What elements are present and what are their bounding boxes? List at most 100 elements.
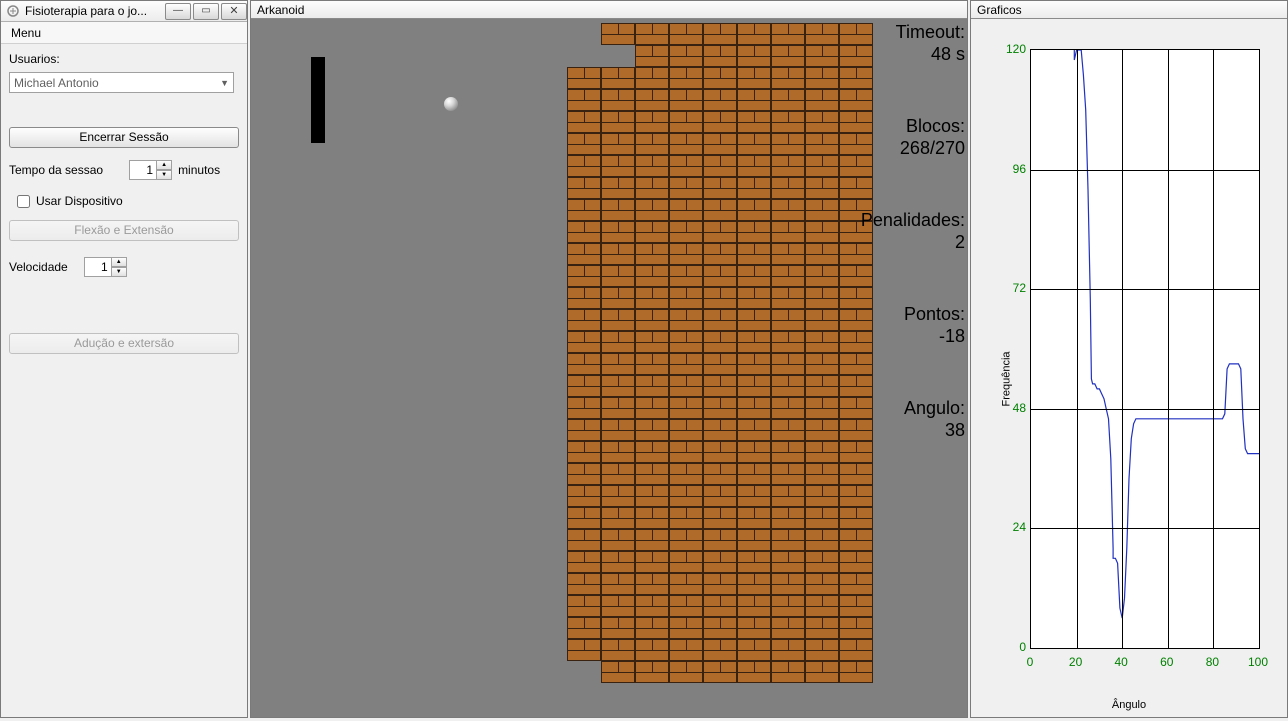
brick xyxy=(737,639,771,661)
brick xyxy=(771,485,805,507)
brick xyxy=(669,111,703,133)
brick xyxy=(771,397,805,419)
brick xyxy=(669,595,703,617)
chevron-down-icon: ▼ xyxy=(220,78,229,88)
brick xyxy=(669,485,703,507)
brick xyxy=(601,287,635,309)
brick xyxy=(601,595,635,617)
game-titlebar[interactable]: Arkanoid xyxy=(251,1,967,19)
maximize-button[interactable]: ▭ xyxy=(193,3,219,20)
brick xyxy=(737,265,771,287)
brick xyxy=(601,397,635,419)
brick xyxy=(805,243,839,265)
minimize-button[interactable]: — xyxy=(165,3,191,20)
points-label: Pontos: xyxy=(861,303,965,325)
brick xyxy=(601,221,635,243)
brick xyxy=(703,375,737,397)
brick xyxy=(703,45,737,67)
brick xyxy=(805,507,839,529)
brick xyxy=(635,309,669,331)
brick xyxy=(601,111,635,133)
penalty-label: Penalidades: xyxy=(861,209,965,231)
brick xyxy=(771,661,805,683)
brick xyxy=(669,309,703,331)
spin-up-icon[interactable]: ▲ xyxy=(157,160,172,170)
flex-ext-button[interactable]: Flexão e Extensão xyxy=(9,220,239,241)
brick xyxy=(635,441,669,463)
brick xyxy=(771,353,805,375)
brick xyxy=(771,331,805,353)
brick xyxy=(771,529,805,551)
menubar[interactable]: Menu xyxy=(1,22,247,44)
settings-titlebar[interactable]: Fisioterapia para o jo... — ▭ ✕ xyxy=(1,1,247,22)
spin-down-icon[interactable]: ▼ xyxy=(112,267,127,277)
brick xyxy=(737,419,771,441)
brick xyxy=(601,309,635,331)
brick xyxy=(737,463,771,485)
spin-up-icon[interactable]: ▲ xyxy=(112,257,127,267)
brick xyxy=(839,507,873,529)
chart: Frequência Ângulo 0204060801000244872961… xyxy=(984,49,1274,709)
brick xyxy=(601,375,635,397)
settings-window: Fisioterapia para o jo... — ▭ ✕ Menu Usu… xyxy=(0,0,248,718)
session-time-input[interactable] xyxy=(129,160,157,180)
chart-xtick: 20 xyxy=(1069,655,1082,669)
brick xyxy=(567,67,601,89)
brick xyxy=(601,639,635,661)
session-time-spinner[interactable]: ▲▼ xyxy=(129,160,172,180)
brick xyxy=(669,397,703,419)
game-area[interactable]: Timeout: 48 s Blocos: 268/270 Penalidade… xyxy=(251,19,967,717)
brick xyxy=(601,199,635,221)
brick xyxy=(737,23,771,45)
brick xyxy=(635,375,669,397)
brick xyxy=(635,133,669,155)
game-window: Arkanoid Timeout: 48 s Blocos: 268/270 P… xyxy=(250,0,968,718)
points-value: -18 xyxy=(861,325,965,347)
game-stats: Timeout: 48 s Blocos: 268/270 Penalidade… xyxy=(861,21,965,441)
brick xyxy=(805,89,839,111)
brick xyxy=(839,595,873,617)
adu-ext-button[interactable]: Adução e extersão xyxy=(9,333,239,354)
spin-down-icon[interactable]: ▼ xyxy=(157,170,172,180)
blocks-label: Blocos: xyxy=(861,115,965,137)
brick xyxy=(669,617,703,639)
brick xyxy=(567,573,601,595)
velocity-spinner[interactable]: ▲▼ xyxy=(84,257,127,277)
graph-titlebar[interactable]: Graficos xyxy=(971,1,1287,19)
brick xyxy=(567,221,601,243)
brick xyxy=(805,199,839,221)
brick xyxy=(703,353,737,375)
brick xyxy=(635,397,669,419)
brick xyxy=(703,199,737,221)
brick xyxy=(635,617,669,639)
close-button[interactable]: ✕ xyxy=(221,3,247,20)
brick xyxy=(703,485,737,507)
brick xyxy=(703,639,737,661)
use-device-checkbox[interactable] xyxy=(17,195,30,208)
chart-ytick: 24 xyxy=(996,520,1026,534)
brick xyxy=(635,573,669,595)
brick xyxy=(567,155,601,177)
brick xyxy=(771,111,805,133)
brick xyxy=(771,89,805,111)
brick xyxy=(601,551,635,573)
brick xyxy=(805,221,839,243)
brick xyxy=(703,243,737,265)
user-select[interactable]: Michael Antonio ▼ xyxy=(9,72,234,93)
brick xyxy=(805,111,839,133)
brick xyxy=(805,45,839,67)
brick xyxy=(771,23,805,45)
velocity-input[interactable] xyxy=(84,257,112,277)
end-session-button[interactable]: Encerrar Sessão xyxy=(9,127,239,148)
game-title: Arkanoid xyxy=(257,3,304,17)
brick xyxy=(567,353,601,375)
brick xyxy=(703,111,737,133)
penalty-value: 2 xyxy=(861,231,965,253)
brick xyxy=(703,67,737,89)
brick xyxy=(805,397,839,419)
brick xyxy=(703,331,737,353)
ball xyxy=(444,97,458,111)
brick xyxy=(635,551,669,573)
brick xyxy=(737,661,771,683)
menu-item-menu[interactable]: Menu xyxy=(11,26,41,40)
